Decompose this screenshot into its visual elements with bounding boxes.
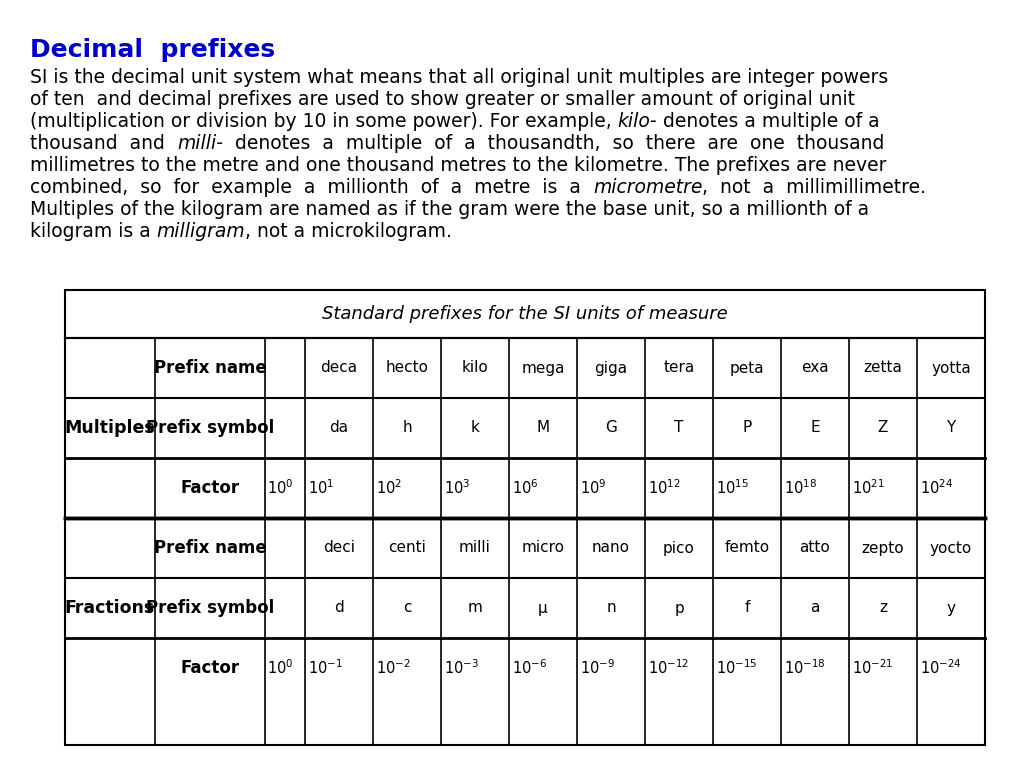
Text: peta: peta	[730, 360, 764, 376]
Text: $10^{-2}$: $10^{-2}$	[376, 659, 411, 677]
Text: $10^{0}$: $10^{0}$	[267, 478, 294, 498]
Text: SI is the decimal unit system what means that all original unit multiples are in: SI is the decimal unit system what means…	[30, 68, 888, 87]
Text: deci: deci	[323, 541, 355, 555]
Text: Z: Z	[878, 421, 888, 435]
Text: $10^{6}$: $10^{6}$	[512, 478, 539, 498]
Text: $10^{15}$: $10^{15}$	[716, 478, 749, 498]
Text: $10^{3}$: $10^{3}$	[444, 478, 470, 498]
Text: , not a microkilogram.: , not a microkilogram.	[246, 222, 453, 241]
Text: pico: pico	[664, 541, 695, 555]
Text: kilo-: kilo-	[617, 112, 657, 131]
Text: denotes a multiple of a: denotes a multiple of a	[657, 112, 880, 131]
Text: zetta: zetta	[863, 360, 902, 376]
Text: atto: atto	[800, 541, 830, 555]
Text: hecto: hecto	[385, 360, 428, 376]
Bar	[65, 290, 985, 745]
Text: nano: nano	[592, 541, 630, 555]
Text: ,  not  a  millimillimetre.: , not a millimillimetre.	[702, 178, 927, 197]
Text: combined,  so  for  example  a  millionth  of  a  metre  is  a: combined, so for example a millionth of …	[30, 178, 593, 197]
Text: zepto: zepto	[861, 541, 904, 555]
Text: $10^{-6}$: $10^{-6}$	[512, 659, 547, 677]
Text: of ten  and decimal prefixes are used to show greater or smaller amount of origi: of ten and decimal prefixes are used to …	[30, 90, 855, 109]
Text: $10^{1}$: $10^{1}$	[308, 478, 334, 498]
Text: n: n	[606, 601, 615, 615]
Text: $10^{18}$: $10^{18}$	[784, 478, 817, 498]
Text: a: a	[810, 601, 819, 615]
Text: femto: femto	[724, 541, 770, 555]
Text: $10^{-15}$: $10^{-15}$	[716, 659, 758, 677]
Text: z: z	[879, 601, 887, 615]
Text: milli-: milli-	[177, 134, 223, 153]
Text: Multiples: Multiples	[65, 419, 156, 437]
Text: p: p	[674, 601, 684, 615]
Text: μ: μ	[539, 601, 548, 615]
Text: $10^{-12}$: $10^{-12}$	[648, 659, 689, 677]
Text: exa: exa	[801, 360, 828, 376]
Text: micro: micro	[521, 541, 564, 555]
Text: mega: mega	[521, 360, 565, 376]
Text: E: E	[810, 421, 820, 435]
Text: giga: giga	[595, 360, 628, 376]
Text: yocto: yocto	[930, 541, 972, 555]
Text: f: f	[744, 601, 750, 615]
Text: d: d	[334, 601, 344, 615]
Text: micrometre: micrometre	[593, 178, 702, 197]
Text: kilo: kilo	[462, 360, 488, 376]
Text: Y: Y	[946, 421, 955, 435]
Text: P: P	[742, 421, 752, 435]
Text: millimetres to the metre and one thousand metres to the kilometre. The prefixes : millimetres to the metre and one thousan…	[30, 156, 887, 175]
Text: (multiplication or division by 10 in some power). For example,: (multiplication or division by 10 in som…	[30, 112, 617, 131]
Text: $10^{2}$: $10^{2}$	[376, 478, 402, 498]
Text: $10^{21}$: $10^{21}$	[852, 478, 885, 498]
Text: $10^{-18}$: $10^{-18}$	[784, 659, 825, 677]
Text: thousand  and: thousand and	[30, 134, 177, 153]
Text: centi: centi	[388, 541, 426, 555]
Text: y: y	[946, 601, 955, 615]
Text: tera: tera	[664, 360, 694, 376]
Text: milli: milli	[459, 541, 490, 555]
Text: c: c	[402, 601, 412, 615]
Text: $10^{9}$: $10^{9}$	[580, 478, 606, 498]
Text: Factor: Factor	[180, 479, 240, 497]
Text: yotta: yotta	[931, 360, 971, 376]
Text: $10^{-21}$: $10^{-21}$	[852, 659, 893, 677]
Text: denotes  a  multiple  of  a  thousandth,  so  there  are  one  thousand: denotes a multiple of a thousandth, so t…	[223, 134, 885, 153]
Text: k: k	[471, 421, 479, 435]
Text: Prefix name: Prefix name	[154, 539, 266, 557]
Text: kilogram is a: kilogram is a	[30, 222, 157, 241]
Text: Multiples of the kilogram are named as if the gram were the base unit, so a mill: Multiples of the kilogram are named as i…	[30, 200, 869, 219]
Text: Factor: Factor	[180, 659, 240, 677]
Text: deca: deca	[321, 360, 357, 376]
Text: T: T	[675, 421, 684, 435]
Text: M: M	[537, 421, 550, 435]
Text: $10^{-24}$: $10^{-24}$	[920, 659, 962, 677]
Text: milligram: milligram	[157, 222, 246, 241]
Text: $10^{-1}$: $10^{-1}$	[308, 659, 343, 677]
Text: da: da	[330, 421, 348, 435]
Text: Fractions: Fractions	[65, 599, 155, 617]
Text: Prefix symbol: Prefix symbol	[145, 419, 274, 437]
Text: $10^{24}$: $10^{24}$	[920, 478, 953, 498]
Text: G: G	[605, 421, 616, 435]
Text: h: h	[402, 421, 412, 435]
Text: Standard prefixes for the SI units of measure: Standard prefixes for the SI units of me…	[323, 305, 728, 323]
Text: $10^{-3}$: $10^{-3}$	[444, 659, 479, 677]
Text: $10^{-9}$: $10^{-9}$	[580, 659, 615, 677]
Text: Prefix symbol: Prefix symbol	[145, 599, 274, 617]
Text: Decimal  prefixes: Decimal prefixes	[30, 38, 275, 62]
Text: Prefix name: Prefix name	[154, 359, 266, 377]
Text: $10^{0}$: $10^{0}$	[267, 659, 294, 677]
Text: m: m	[468, 601, 482, 615]
Text: $10^{12}$: $10^{12}$	[648, 478, 681, 498]
